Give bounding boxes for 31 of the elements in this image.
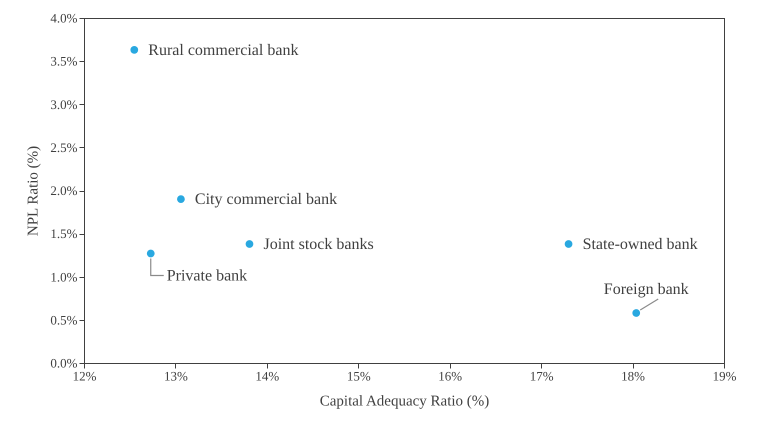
y-tick-label: 1.0% — [50, 269, 78, 284]
y-tick-label: 0.5% — [50, 312, 78, 328]
point — [564, 240, 572, 248]
y-tick-label: 0.0% — [50, 356, 78, 370]
annotation: Foreign bank — [604, 280, 689, 298]
annotation: City commercial bank — [194, 191, 338, 208]
x-tick-label: 12% — [72, 368, 97, 384]
annotation: State-owned bank — [582, 236, 698, 253]
annotation: Private bank — [166, 267, 248, 284]
y-tick-label: 1.5% — [50, 226, 78, 242]
x-tick-label: 16% — [438, 368, 462, 384]
x-tick-label: 14% — [255, 368, 280, 384]
y-tick-label: 2.0% — [50, 183, 78, 198]
x-tick-label: 18% — [621, 368, 646, 384]
x-tick-label: 17% — [530, 368, 554, 384]
annotation: Joint stock banks — [263, 236, 374, 253]
x-tick-label: 19% — [712, 368, 737, 384]
point — [130, 46, 138, 54]
point — [632, 309, 640, 317]
point — [146, 250, 155, 258]
point — [177, 195, 185, 203]
y-tick-label: 4.0% — [50, 10, 78, 26]
x-tick-label: 13% — [164, 368, 188, 384]
x-tick-label: 15% — [346, 368, 371, 384]
y-tick-label: 3.5% — [50, 54, 78, 69]
y-axis-title: NPL Ratio (%) — [25, 146, 42, 236]
y-tick-label: 2.5% — [50, 140, 78, 155]
y-tick-label: 3.0% — [50, 96, 78, 112]
annotation: Rural commercial bank — [148, 42, 298, 59]
point — [246, 240, 254, 248]
x-axis-title: Capital Adequacy Ratio (%) — [320, 394, 490, 410]
